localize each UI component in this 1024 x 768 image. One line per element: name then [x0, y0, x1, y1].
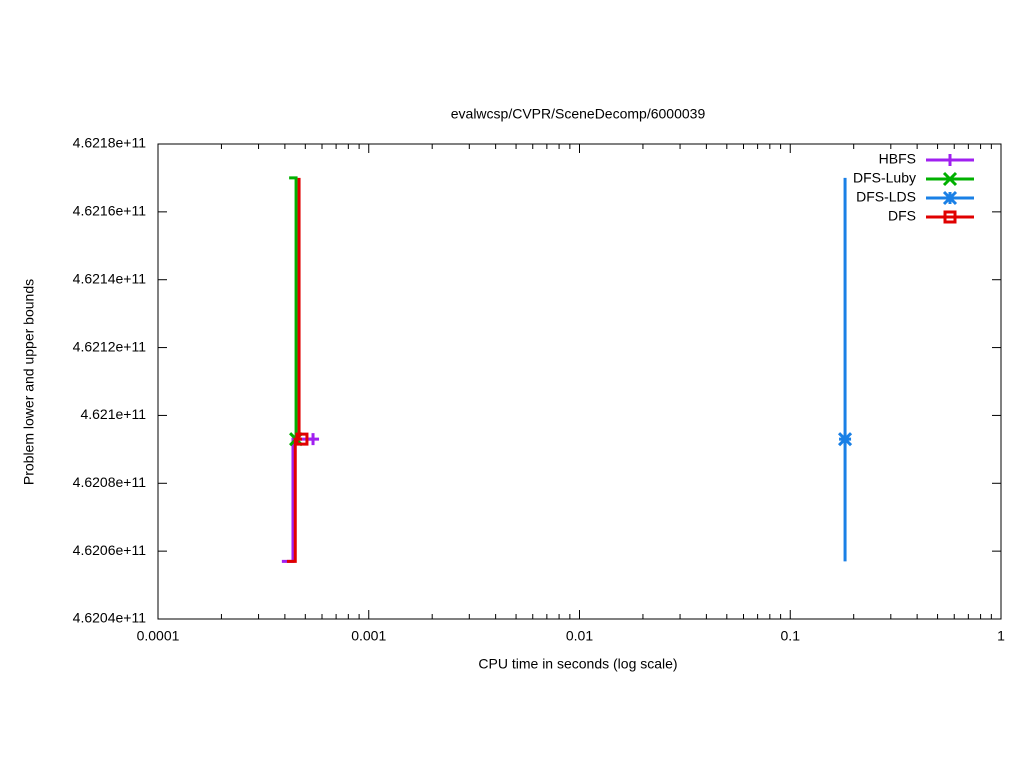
series-line [289, 176, 298, 440]
y-tick-label: 4.6204e+11 [73, 610, 147, 626]
x-tick-label: 0.001 [351, 628, 386, 644]
marker [942, 171, 958, 187]
marker [943, 210, 957, 224]
legend-label: DFS [888, 208, 916, 224]
x-axis-label: CPU time in seconds (log scale) [478, 656, 677, 672]
marker [295, 432, 309, 446]
x-tick-label: 0.01 [566, 628, 593, 644]
x-tick-label: 0.0001 [137, 628, 180, 644]
series-line [286, 177, 302, 563]
marker [942, 190, 958, 206]
legend-label: HBFS [879, 151, 916, 167]
marker [944, 154, 956, 166]
y-axis-label: Problem lower and upper bounds [21, 279, 37, 485]
y-tick-label: 4.6218e+11 [73, 135, 147, 151]
y-tick-label: 4.6212e+11 [73, 338, 147, 354]
legend-label: DFS-LDS [856, 189, 916, 205]
x-tick-label: 0.1 [781, 628, 801, 644]
x-tick-label: 1 [997, 628, 1005, 644]
marker [307, 433, 320, 446]
chart-title: evalwcsp/CVPR/SceneDecomp/6000039 [451, 106, 706, 122]
y-tick-label: 4.6214e+11 [73, 270, 147, 286]
marker [837, 432, 853, 447]
legend-label: DFS-Luby [853, 170, 916, 186]
y-tick-label: 4.6216e+11 [73, 203, 147, 219]
y-tick-label: 4.6208e+11 [73, 474, 147, 490]
y-tick-label: 4.6206e+11 [73, 542, 147, 558]
y-tick-label: 4.621e+11 [80, 406, 146, 422]
